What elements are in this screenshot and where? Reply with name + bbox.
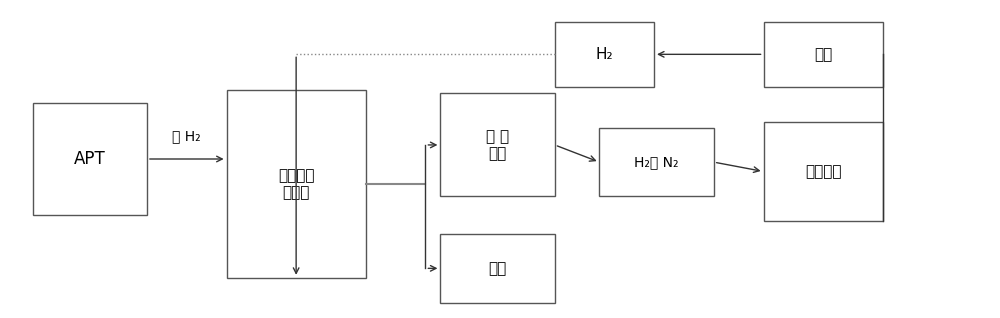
Bar [440,234,555,303]
Bar [555,22,654,87]
Text: 变压吸附: 变压吸附 [805,164,841,179]
Text: 还原制氢
复合炉: 还原制氢 复合炉 [278,168,314,200]
Text: 回收: 回收 [814,47,832,62]
Text: 通 H₂: 通 H₂ [172,129,201,143]
Bar [227,90,366,278]
Bar [33,103,147,215]
Bar [599,128,714,197]
Text: APT: APT [74,150,106,168]
Text: 钨粉: 钨粉 [488,261,507,276]
Bar [764,22,883,87]
Bar [764,121,883,222]
Text: 氨 气
分解: 氨 气 分解 [486,129,509,161]
Text: H₂: H₂ [596,47,613,62]
Bar [440,93,555,197]
Text: H₂和 N₂: H₂和 N₂ [634,155,679,169]
